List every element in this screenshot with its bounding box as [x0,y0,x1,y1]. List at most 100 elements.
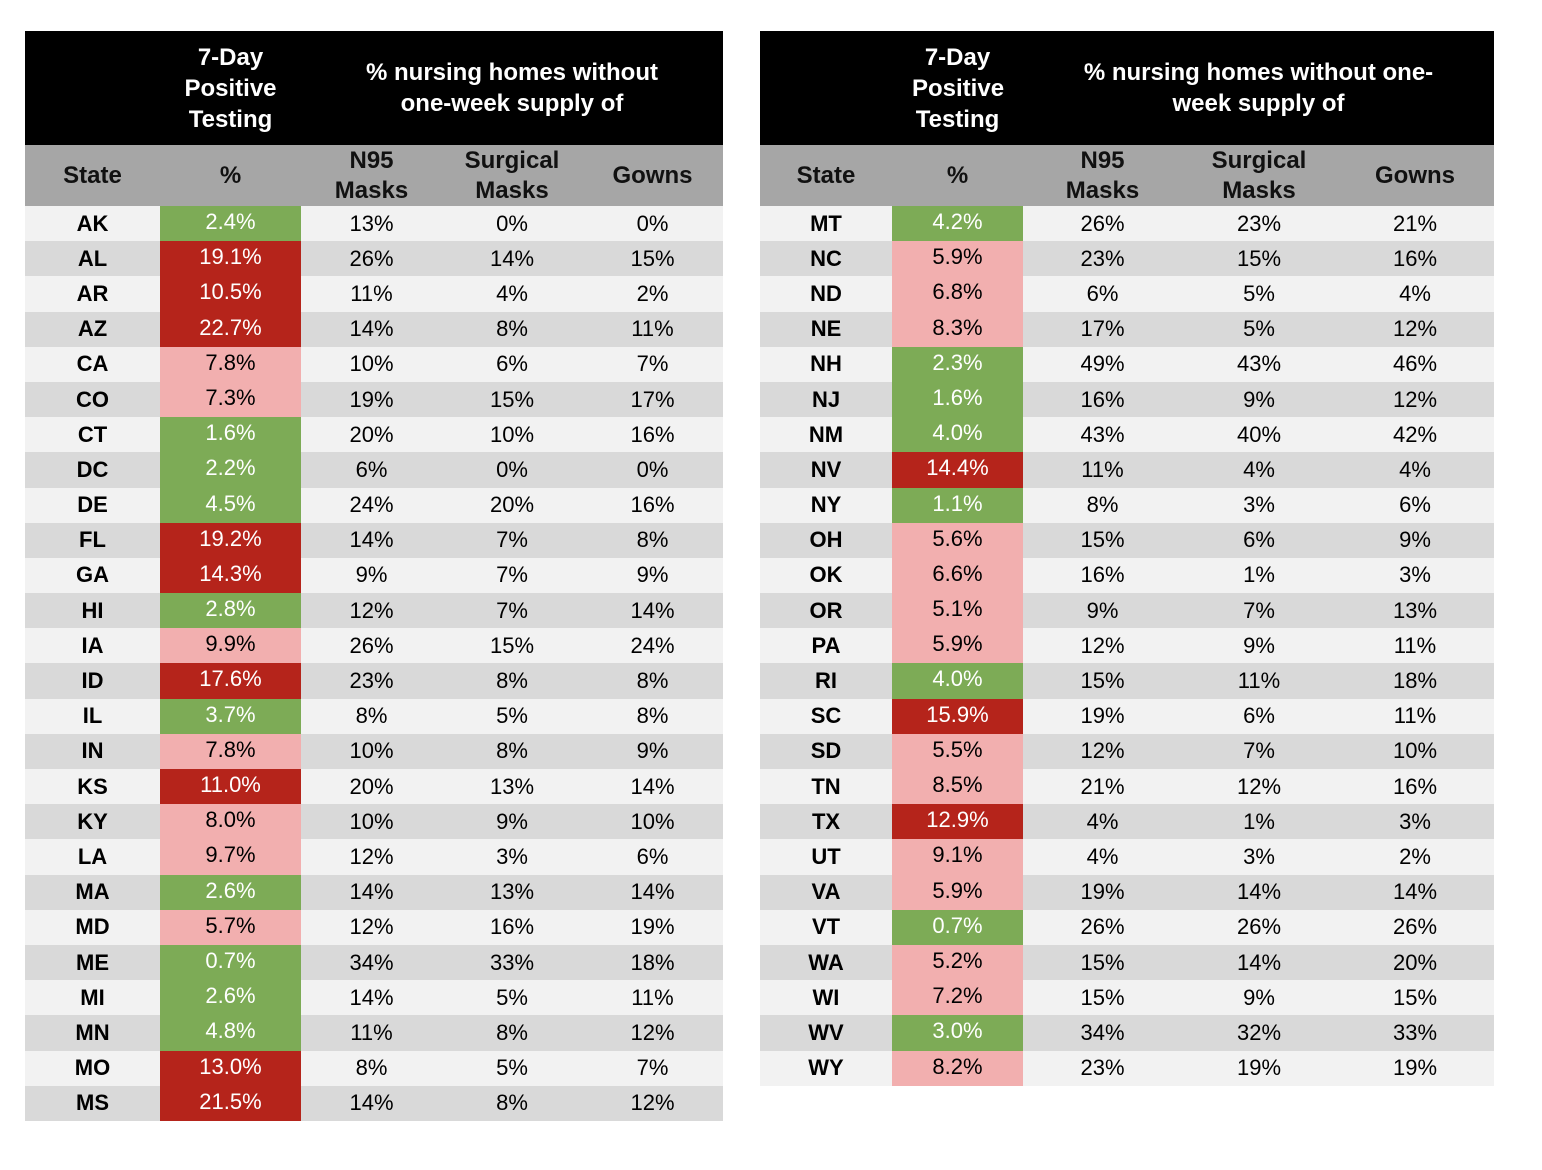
n95-cell: 10% [349,738,394,764]
surgical-cell: 7% [496,597,528,623]
n95-cell: 10% [349,351,394,377]
gowns-cell: 7% [636,351,669,377]
positive-pct-cell: 2.6% [160,874,301,910]
surgical-cell: 14% [489,245,535,271]
positive-pct-cell: 5.1% [892,593,1023,629]
n95-cell: 23% [349,668,394,694]
n95-cell: 13% [349,210,394,236]
n95-cell: 12% [349,597,394,623]
surgical-cell: 8% [496,1019,528,1045]
gowns-cell: 10% [1392,738,1438,764]
n95-cell: 12% [1080,738,1125,764]
positive-pct-cell: 8.5% [892,769,1023,805]
surgical-cell: 7% [1243,597,1275,623]
n95-cell: 21% [1080,773,1125,799]
positive-pct-cell: 6.8% [892,276,1023,312]
positive-pct-cell: 9.1% [892,839,1023,875]
n95-cell: 14% [349,1090,394,1116]
positive-pct-cell: 7.3% [160,381,301,418]
state-cell: CT [77,421,108,447]
surgical-cell: 0% [496,456,528,482]
table-row: AZ 22.7% 14% 8% 11% [25,311,723,347]
table-row: ND 6.8% 6% 5% 4% [760,276,1494,312]
n95-cell: 12% [349,843,394,869]
table-row: OR 5.1% 9% 7% 13% [760,593,1494,629]
gowns-cell: 18% [1392,668,1438,694]
table-row: VA 5.9% 19% 14% 14% [760,874,1494,910]
gowns-cell: 12% [1392,316,1438,342]
surgical-cell: 40% [1236,421,1282,447]
surgical-cell: 6% [1243,527,1275,553]
positive-testing-header: 7-Day Positive Testing [184,43,277,133]
state-cell: TN [811,773,841,799]
state-cell: KY [77,808,108,834]
positive-pct-cell: 5.5% [892,733,1023,769]
state-cell: OK [809,562,843,588]
positive-pct-cell: 4.8% [160,1015,301,1051]
n95-cell: 16% [1080,562,1125,588]
n95-cell: 16% [1080,386,1125,412]
surgical-cell: 13% [489,773,535,799]
surgical-cell: 8% [496,738,528,764]
n95-cell: 19% [1080,703,1125,729]
n95-cell: 34% [349,949,394,975]
state-cell: CA [76,351,109,377]
positive-pct-cell: 5.9% [892,874,1023,910]
gowns-cell: 11% [631,316,674,342]
gowns-cell: 4% [1399,456,1431,482]
positive-testing-header: 7-Day Positive Testing [912,43,1005,133]
positive-pct-cell: 8.0% [160,804,301,840]
state-cell: CO [76,386,109,412]
state-cell: MS [76,1090,109,1116]
gowns-cell: 21% [1392,210,1438,236]
n95-cell: 19% [1080,879,1125,905]
state-cell: WV [808,1019,844,1045]
table-row: SD 5.5% 12% 7% 10% [760,733,1494,769]
table-row: IA 9.9% 26% 15% 24% [25,628,723,664]
gowns-cell: 15% [630,245,675,271]
gowns-cell: 15% [1392,984,1438,1010]
table-row: SC 15.9% 19% 6% 11% [760,698,1494,734]
gowns-cell: 16% [630,421,675,447]
surgical-cell: 43% [1236,351,1282,377]
n95-cell: 26% [349,245,394,271]
n95-cell: 8% [355,703,388,729]
surgical-cell: 11% [1237,668,1281,694]
positive-pct-cell: 5.6% [892,522,1023,558]
gowns-cell: 6% [1399,492,1431,518]
gowns-cell: 14% [1392,879,1438,905]
surgical-cell: 8% [496,316,528,342]
gowns-cell: 10% [630,808,675,834]
gowns-cell: 12% [630,1019,675,1045]
table-row: WV 3.0% 34% 32% 33% [760,1015,1494,1051]
gowns-cell: 2% [1399,843,1431,869]
gowns-cell: 33% [1392,1019,1438,1045]
state-cell: GA [76,562,109,588]
surgical-cell: 9% [496,808,528,834]
gowns-cell: 16% [1392,773,1438,799]
table-row: OK 6.6% 16% 1% 3% [760,557,1494,594]
positive-pct-cell: 0.7% [892,909,1023,945]
surgical-cell: 23% [1236,210,1282,236]
state-cell: MI [80,984,105,1010]
surgical-cell: 5% [496,984,528,1010]
n95-cell: 24% [349,492,394,518]
n95-cell: 9% [355,562,388,588]
positive-pct-cell: 5.2% [892,944,1023,981]
table-body: MT 4.2% 26% 23% 21% NC 5.9% 23% 15% 16% ND 6.8% 6% 5%… [760,206,1494,1086]
table-row: PA 5.9% 12% 9% 11% [760,628,1494,664]
state-cell: NC [810,245,842,271]
positive-pct-cell: 1.1% [892,487,1023,523]
table-row: GA 14.3% 9% 7% 9% [25,557,723,594]
table-row: NV 14.4% 11% 4% 4% [760,452,1494,488]
surgical-cell: 8% [496,668,528,694]
gowns-cell: 8% [636,703,669,729]
table-row: IN 7.8% 10% 8% 9% [25,733,723,769]
state-cell: VT [811,914,841,940]
positive-pct-cell: 2.8% [160,593,301,629]
surgical-cell: 32% [1236,1019,1282,1045]
surgical-cell: 5% [1243,316,1275,342]
state-cell: IN [81,738,104,764]
gowns-cell: 0% [636,456,669,482]
n95-cell: 15% [1080,984,1125,1010]
